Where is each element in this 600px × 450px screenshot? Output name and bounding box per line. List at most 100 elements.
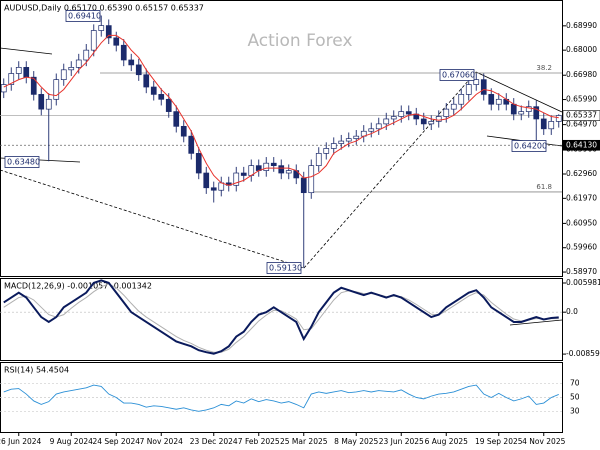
- candle-body: [555, 115, 562, 122]
- candle-body: [83, 49, 90, 61]
- x-tick-label: 4 Nov 2025: [522, 437, 565, 446]
- candle-body: [53, 79, 60, 100]
- annotation-box: [439, 69, 475, 81]
- candle-body: [188, 135, 195, 154]
- candle-body: [180, 125, 187, 137]
- annotation-box: [65, 10, 101, 22]
- candle-body: [315, 153, 322, 167]
- annotation-box: [266, 262, 302, 274]
- x-tick-label: 24 Sep 2024: [92, 437, 140, 446]
- y-tick-label: -0.00859: [566, 349, 600, 358]
- y-tick-label: 0.62960: [566, 169, 597, 178]
- annotation-box: [511, 140, 547, 152]
- candle-body: [270, 162, 277, 167]
- candle-body: [398, 111, 405, 117]
- y-tick-label: 0.66980: [566, 70, 597, 79]
- candle-body: [435, 116, 442, 122]
- candle-body: [105, 25, 112, 39]
- trend-line: [0, 169, 305, 269]
- y-tick-label: 0.68000: [566, 45, 597, 54]
- price-label: 0.64130: [566, 140, 597, 149]
- y-tick-label: 0.58970: [566, 267, 597, 276]
- candle-body: [533, 106, 540, 120]
- candle-body: [450, 103, 457, 110]
- candle-body: [90, 30, 97, 51]
- price-label-box: [562, 110, 600, 121]
- candle-body: [465, 84, 472, 95]
- candle-body: [75, 59, 82, 68]
- x-tick-label: 7 Nov 2024: [140, 437, 183, 446]
- y-tick-label: 50: [570, 393, 580, 402]
- y-tick-label: 0.005981: [566, 278, 600, 287]
- x-tick-label: 25 Mar 2025: [280, 437, 328, 446]
- candle-body: [368, 128, 375, 132]
- candle-body: [480, 79, 487, 95]
- chart-title: AUDUSD,Daily 0.65170 0.65390 0.65157 0.6…: [4, 4, 204, 13]
- annotation: 0.67060: [442, 71, 475, 80]
- candle-body: [278, 165, 285, 174]
- candle-body: [0, 84, 7, 93]
- candle-body: [263, 162, 270, 171]
- candle-body: [353, 135, 360, 139]
- y-tick-label: 0.0: [566, 307, 578, 316]
- price-label: 0.65337: [566, 111, 597, 120]
- candle-body: [495, 98, 502, 105]
- candle-body: [30, 76, 37, 95]
- annotation: 0.59130: [269, 264, 302, 273]
- y-tick-label: 0.61970: [566, 193, 597, 202]
- candle-body: [375, 123, 382, 130]
- candle-body: [173, 111, 180, 127]
- x-tick-label: 23 Jun 2025: [379, 437, 424, 446]
- macd-line: [3, 279, 559, 355]
- candle-body: [8, 73, 15, 85]
- annotation: 0.69410: [68, 12, 101, 21]
- candle-body: [540, 118, 547, 130]
- candle-body: [405, 111, 412, 115]
- candle-body: [60, 69, 67, 80]
- candle-body: [158, 94, 165, 100]
- y-tick-label: 0.60950: [566, 218, 597, 227]
- macd-signal: [3, 283, 559, 353]
- candle-body: [23, 67, 30, 78]
- y-tick-label: 0.65990: [566, 95, 597, 104]
- candle-body: [390, 116, 397, 120]
- candle-body: [38, 94, 45, 110]
- candle-body: [165, 98, 172, 112]
- fib-label: 38.2: [536, 64, 552, 72]
- candle-body: [525, 106, 532, 112]
- x-tick-label: 19 Sep 2025: [475, 437, 523, 446]
- x-tick-label: 7 Feb 2025: [238, 437, 280, 446]
- trend-line: [509, 319, 563, 326]
- candle-body: [15, 67, 22, 74]
- candle-body: [383, 118, 390, 125]
- candle-body: [300, 177, 307, 194]
- x-tick-label: 9 Aug 2024: [50, 437, 93, 446]
- candle-body: [120, 44, 127, 61]
- candle-body: [323, 148, 330, 154]
- candle-body: [345, 138, 352, 142]
- candle-body: [488, 94, 495, 105]
- candle-body: [98, 25, 105, 31]
- moving-average: [3, 34, 559, 186]
- candle-body: [45, 98, 52, 110]
- annotation: 0.63480: [7, 158, 40, 167]
- candle-body: [113, 37, 120, 46]
- trend-line: [303, 71, 477, 269]
- annotation: 0.64200: [514, 142, 547, 151]
- candle-body: [150, 86, 157, 95]
- candle-body: [218, 182, 225, 191]
- candle-body: [233, 172, 240, 186]
- candle-body: [510, 103, 517, 115]
- y-tick-label: 0.59960: [566, 243, 597, 252]
- macd-title: MACD(12,26,9) -0.001057 -0.001342: [4, 282, 152, 291]
- candle-body: [330, 143, 337, 149]
- candle-body: [548, 121, 555, 130]
- candle-body: [195, 153, 202, 174]
- watermark: Action Forex: [247, 31, 352, 51]
- candle-body: [473, 79, 480, 85]
- y-tick-label: 70: [570, 379, 580, 388]
- candle-body: [143, 74, 150, 88]
- candle-body: [210, 187, 217, 191]
- rsi-title: RSI(14) 54.4504: [4, 366, 69, 375]
